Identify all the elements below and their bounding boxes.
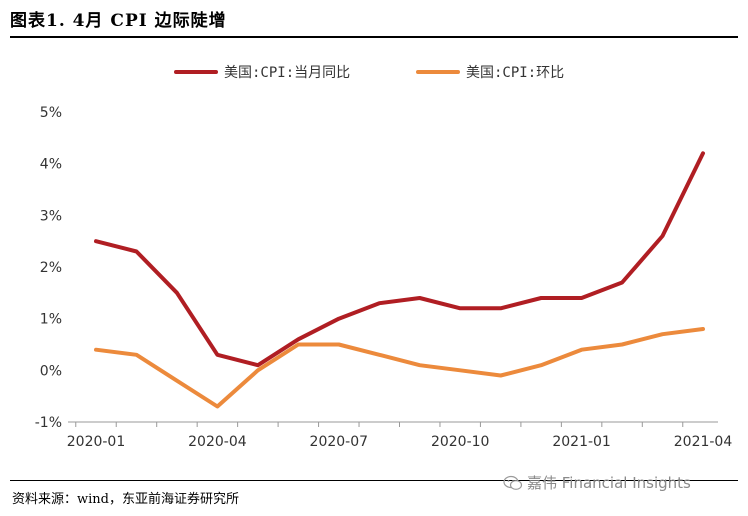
y-tick-label: 2% bbox=[40, 260, 62, 276]
legend-label: 美国:CPI:当月同比 bbox=[224, 65, 350, 81]
watermark: 嘉伟 Financial Insights bbox=[503, 472, 691, 493]
cpi-line-chart: 美国:CPI:当月同比 美国:CPI:环比 5% 4% 3% 2% 1% 0% -1% 202… bbox=[35, 65, 733, 450]
source-note: 资料来源：wind，东亚前海证券研究所 bbox=[12, 492, 239, 507]
y-tick-label: 1% bbox=[40, 312, 62, 328]
watermark-text: 嘉伟 Financial Insights bbox=[527, 474, 691, 492]
y-tick-label: 4% bbox=[40, 157, 62, 173]
legend-label: 美国:CPI:环比 bbox=[466, 65, 564, 81]
legend: 美国:CPI:当月同比 美国:CPI:环比 bbox=[174, 65, 564, 81]
footer-divider bbox=[10, 480, 738, 481]
series-line-mom bbox=[94, 327, 705, 409]
wechat-icon bbox=[503, 475, 523, 490]
x-tick-label: 2020-07 bbox=[310, 434, 369, 450]
x-tick-label: 2021-01 bbox=[552, 434, 611, 450]
x-tick-label: 2020-04 bbox=[188, 434, 247, 450]
x-tick-label: 2021-04 bbox=[674, 434, 733, 450]
y-tick-label: 3% bbox=[40, 208, 62, 224]
title-divider bbox=[10, 36, 738, 38]
x-tick-label: 2020-10 bbox=[431, 434, 490, 450]
series-lines bbox=[94, 151, 705, 409]
x-axis: 2020-01 2020-04 2020-07 2020-10 2021-01 2021-… bbox=[67, 421, 733, 450]
x-tick-label: 2020-01 bbox=[67, 434, 126, 450]
y-tick-label: -1% bbox=[35, 415, 62, 431]
y-axis-ticks: 5% 4% 3% 2% 1% 0% -1% bbox=[35, 105, 62, 431]
series-line-yoy bbox=[94, 151, 705, 368]
y-tick-label: 5% bbox=[40, 105, 62, 121]
chart-title: 图表1. 4月 CPI 边际陡增 bbox=[10, 11, 227, 31]
y-tick-label: 0% bbox=[40, 363, 62, 379]
